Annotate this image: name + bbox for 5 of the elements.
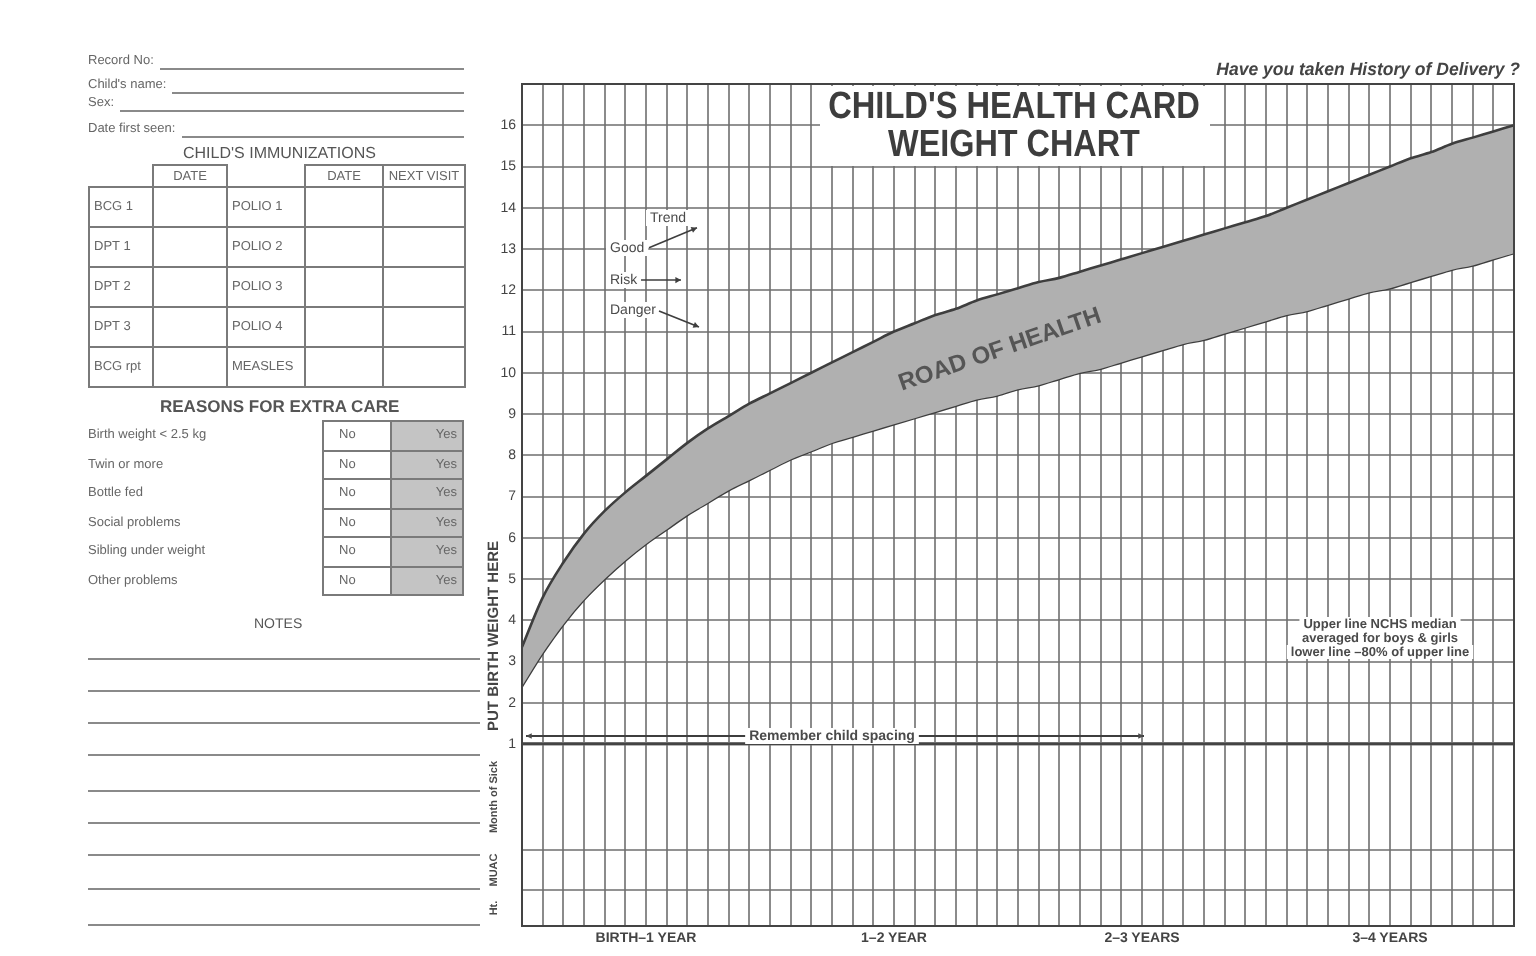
text: Have you taken History of Delivery ?: [1216, 58, 1522, 80]
text: REASONS FOR EXTRA CARE: [160, 396, 400, 416]
text: WEIGHT CHART: [888, 122, 1141, 166]
chart-title: CHILD'S HEALTH CARD: [828, 84, 1201, 128]
text: CHILD'S IMMUNIZATIONS: [183, 144, 376, 164]
